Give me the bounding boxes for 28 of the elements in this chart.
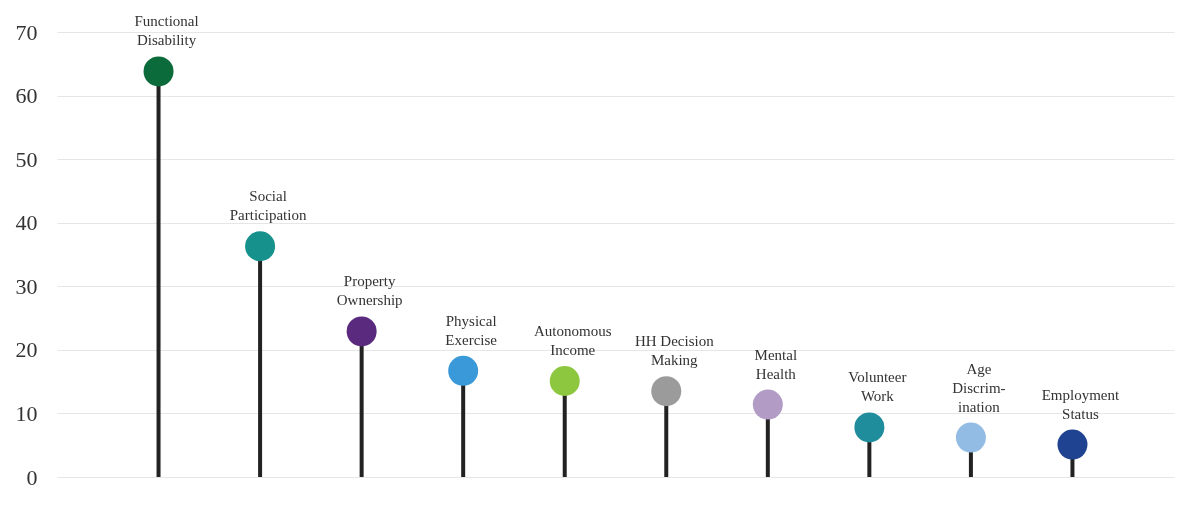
point xyxy=(448,355,479,386)
x-tick-label: Employment Status xyxy=(1041,386,1121,422)
point xyxy=(1057,429,1088,460)
x-tick-label: Age Discrim- ination xyxy=(952,360,1006,415)
y-tick-label: 0 xyxy=(26,464,38,490)
x-tick-label: Mental Health xyxy=(754,346,798,382)
y-tick-label: 20 xyxy=(15,337,38,363)
y-tick-label: 10 xyxy=(15,400,38,426)
y-tick-label: 60 xyxy=(15,83,38,109)
y-tick-label: 40 xyxy=(15,210,38,236)
point xyxy=(245,231,276,262)
x-tick-label: Volunteer Work xyxy=(848,369,907,405)
y-tick-label: 30 xyxy=(15,273,38,299)
point xyxy=(549,366,580,396)
point xyxy=(955,422,986,453)
y-tick-label: 70 xyxy=(15,19,38,45)
point xyxy=(143,56,174,87)
x-tick-label: Functional Disability xyxy=(134,13,199,49)
point xyxy=(346,316,377,347)
x-tick-label: Physical Exercise xyxy=(445,312,498,348)
y-tick-label: 50 xyxy=(15,146,38,172)
x-tick-label: HH Decision Making xyxy=(634,333,715,369)
point xyxy=(651,376,682,407)
point xyxy=(854,412,885,443)
x-tick-label: Autonomous Income xyxy=(533,323,612,359)
x-tick-label: Social Participation xyxy=(229,188,307,224)
x-tick-label: Property Ownership xyxy=(336,273,403,309)
point xyxy=(752,389,783,420)
